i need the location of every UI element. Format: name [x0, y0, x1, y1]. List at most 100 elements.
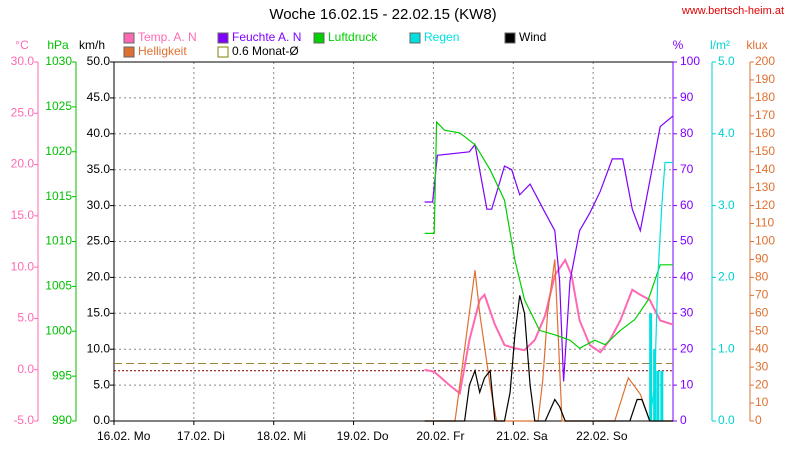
- y-tick-label: 25.0: [11, 105, 35, 119]
- legend-label: Wind: [519, 30, 546, 44]
- y-tick-label: 180: [755, 90, 775, 104]
- y-tick-label: 10: [680, 377, 694, 391]
- y-tick-label: 50: [755, 323, 769, 337]
- y-tick-label: 0: [680, 413, 687, 427]
- axis-unit: hPa: [47, 38, 69, 52]
- y-tick-label: 35.0: [87, 162, 111, 176]
- rain-bar: [660, 370, 664, 421]
- y-tick-label: 30.0: [11, 54, 35, 68]
- y-tick-label: 40: [680, 270, 694, 284]
- y-tick-label: 80: [680, 126, 694, 140]
- axis-unit: km/h: [79, 38, 105, 52]
- y-tick-label: 30.0: [87, 198, 111, 212]
- y-tick-label: 0.0: [17, 362, 34, 376]
- series-line: [424, 120, 673, 350]
- y-tick-label: 50: [680, 234, 694, 248]
- y-tick-label: 90: [680, 90, 694, 104]
- y-tick-label: 1000: [45, 323, 72, 337]
- y-tick-label: 20.0: [87, 270, 111, 284]
- legend-swatch: [123, 32, 135, 44]
- y-tick-label: 1020: [45, 144, 72, 158]
- series-line: [649, 161, 673, 422]
- legend-label: 0.6 Monat-Ø: [232, 44, 299, 58]
- y-tick-label: 30: [680, 305, 694, 319]
- y-tick-label: 1025: [45, 99, 72, 113]
- y-tick-label: 80: [755, 270, 769, 284]
- legend-label: Regen: [424, 30, 459, 44]
- y-tick-label: 70: [680, 162, 694, 176]
- y-tick-label: 20: [755, 377, 769, 391]
- y-tick-label: 140: [755, 162, 775, 176]
- y-tick-label: 20: [680, 341, 694, 355]
- y-tick-label: 0.0: [93, 413, 110, 427]
- y-tick-label: 3.0: [718, 198, 735, 212]
- x-tick-label: 21.02. Sa: [496, 429, 548, 443]
- y-tick-label: 4.0: [718, 126, 735, 140]
- legend-swatch: [504, 32, 516, 44]
- rain-bar: [656, 370, 660, 421]
- legend-swatch: [123, 46, 135, 58]
- legend-label: Temp. A. N: [138, 30, 197, 44]
- y-tick-label: 190: [755, 72, 775, 86]
- y-tick-label: 100: [680, 54, 700, 68]
- y-tick-label: 170: [755, 108, 775, 122]
- y-tick-label: 1015: [45, 189, 72, 203]
- legend-swatch: [313, 32, 325, 44]
- y-tick-label: 10: [755, 395, 769, 409]
- y-tick-label: 40: [755, 341, 769, 355]
- y-tick-label: 1030: [45, 54, 72, 68]
- legend-swatch: [409, 32, 421, 44]
- legend-label: Helligkeit: [138, 44, 187, 58]
- y-tick-label: 25.0: [87, 234, 111, 248]
- y-tick-label: 100: [755, 234, 775, 248]
- y-tick-label: 990: [52, 413, 72, 427]
- x-tick-label: 22.02. So: [576, 429, 628, 443]
- y-tick-label: 995: [52, 368, 72, 382]
- y-tick-label: 15.0: [11, 208, 35, 222]
- y-tick-label: 5.0: [718, 54, 735, 68]
- source: www.bertsch-heim.at: [681, 5, 784, 17]
- chart-title: Woche 16.02.15 - 22.02.15 (KW8): [269, 6, 496, 23]
- y-tick-label: 60: [680, 198, 694, 212]
- x-tick-label: 18.02. Mi: [257, 429, 306, 443]
- legend-label: Feuchte A. N: [232, 30, 301, 44]
- y-tick-label: 160: [755, 126, 775, 140]
- y-tick-label: 130: [755, 180, 775, 194]
- y-tick-label: 50.0: [87, 54, 111, 68]
- y-tick-label: 150: [755, 144, 775, 158]
- y-tick-label: 1.0: [718, 341, 735, 355]
- y-tick-label: 15.0: [87, 305, 111, 319]
- series-line: [424, 295, 673, 422]
- axis-unit: l/m²: [710, 38, 730, 52]
- y-tick-label: 0: [755, 413, 762, 427]
- y-tick-label: 10.0: [11, 259, 35, 273]
- y-tick-label: -5.0: [13, 413, 34, 427]
- x-tick-label: 19.02. Do: [337, 429, 389, 443]
- y-tick-label: 90: [755, 252, 769, 266]
- y-tick-label: 1010: [45, 234, 72, 248]
- series-line: [424, 115, 674, 382]
- y-tick-label: 1005: [45, 279, 72, 293]
- y-tick-label: 60: [755, 305, 769, 319]
- axis-unit: %: [673, 38, 684, 52]
- y-tick-label: 5.0: [93, 377, 110, 391]
- y-tick-label: 45.0: [87, 90, 111, 104]
- y-tick-label: 10.0: [87, 341, 111, 355]
- y-tick-label: 5.0: [17, 311, 34, 325]
- x-tick-label: 17.02. Di: [177, 429, 225, 443]
- y-tick-label: 70: [755, 288, 769, 302]
- y-tick-label: 110: [755, 216, 774, 230]
- x-tick-label: 16.02. Mo: [97, 429, 151, 443]
- rain-bar: [649, 313, 653, 421]
- y-tick-label: 2.0: [718, 270, 735, 284]
- y-tick-label: 200: [755, 54, 775, 68]
- series-line: [424, 259, 673, 422]
- y-tick-label: 0.0: [718, 413, 735, 427]
- axis-unit: klux: [746, 38, 767, 52]
- legend-label: Luftdruck: [328, 30, 378, 44]
- axis-unit: °C: [15, 38, 29, 52]
- y-tick-label: 120: [755, 198, 775, 212]
- y-tick-label: 40.0: [87, 126, 111, 140]
